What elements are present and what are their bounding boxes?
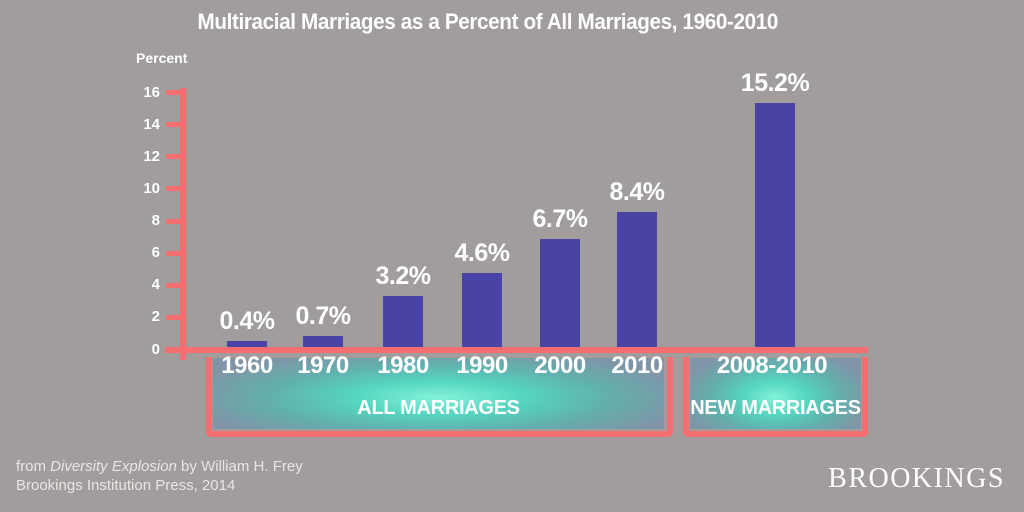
bar-1970 [303, 336, 343, 347]
x-category-label-1960: 1960 [221, 352, 273, 379]
y-tick-0 [166, 347, 181, 352]
bracket-all-marriages [206, 357, 673, 437]
bar-2008-2010 [755, 103, 795, 347]
y-tick-6 [166, 250, 181, 256]
source-citation: from Diversity Explosion by William H. F… [16, 457, 303, 495]
x-category-label-1990: 1990 [456, 352, 508, 379]
citation-prefix: from [16, 458, 51, 475]
value-label-1970: 0.7% [295, 302, 351, 330]
y-tick-label-16: 16 [143, 83, 160, 101]
x-category-label-1970: 1970 [297, 352, 349, 379]
y-tick-label-4: 4 [151, 276, 160, 294]
citation-line2: Brookings Institution Press, 2014 [16, 477, 236, 494]
y-axis-title: Percent [136, 50, 188, 66]
y-tick-16 [166, 90, 181, 96]
bar-2000 [540, 239, 580, 347]
y-tick-label-2: 2 [151, 308, 160, 326]
bar-1960 [227, 341, 267, 347]
y-tick-label-8: 8 [151, 212, 160, 230]
x-category-label-1980: 1980 [377, 352, 429, 379]
x-category-label-2000: 2000 [534, 352, 586, 379]
x-axis-line [165, 347, 868, 353]
bracket-new-marriages [683, 357, 868, 437]
group-box-new-marriages: NEW MARRIAGES [690, 358, 861, 429]
y-tick-label-14: 14 [143, 115, 160, 133]
group-box-all-marriages: ALL MARRIAGES [213, 358, 664, 429]
bar-1980 [383, 296, 423, 347]
y-tick-10 [166, 186, 181, 192]
x-category-label-2008-2010: 2008-2010 [716, 352, 828, 379]
y-tick-4 [166, 282, 181, 288]
y-tick-label-6: 6 [151, 244, 160, 262]
value-label-2008-2010: 15.2% [740, 69, 810, 97]
y-tick-label-12: 12 [143, 147, 160, 165]
group-label-all-marriages: ALL MARRIAGES [357, 397, 520, 419]
bar-1990 [462, 273, 502, 347]
citation-suffix: by William H. Frey [176, 458, 303, 475]
y-tick-label-0: 0 [151, 340, 160, 358]
value-label-1990: 4.6% [454, 239, 510, 267]
brookings-logo: BROOKINGS [828, 463, 1005, 494]
value-label-1960: 0.4% [219, 307, 275, 335]
value-label-1980: 3.2% [375, 262, 431, 290]
citation-line1: from Diversity Explosion by William H. F… [16, 457, 303, 476]
x-category-label-2010: 2010 [611, 352, 663, 379]
value-label-2000: 6.7% [532, 205, 588, 233]
chart-title: Multiracial Marriages as a Percent of Al… [0, 9, 976, 35]
y-tick-8 [166, 218, 181, 224]
citation-book-title: Diversity Explosion [50, 458, 177, 475]
y-axis-line [180, 88, 186, 360]
bar-2010 [617, 212, 657, 347]
chart-title-text: Multiracial Marriages as a Percent of Al… [197, 9, 779, 34]
value-label-2010: 8.4% [609, 178, 665, 206]
y-tick-14 [166, 122, 181, 128]
group-label-new-marriages: NEW MARRIAGES [690, 397, 861, 419]
y-tick-label-10: 10 [143, 179, 160, 197]
y-tick-2 [166, 314, 181, 320]
y-tick-12 [166, 154, 181, 160]
